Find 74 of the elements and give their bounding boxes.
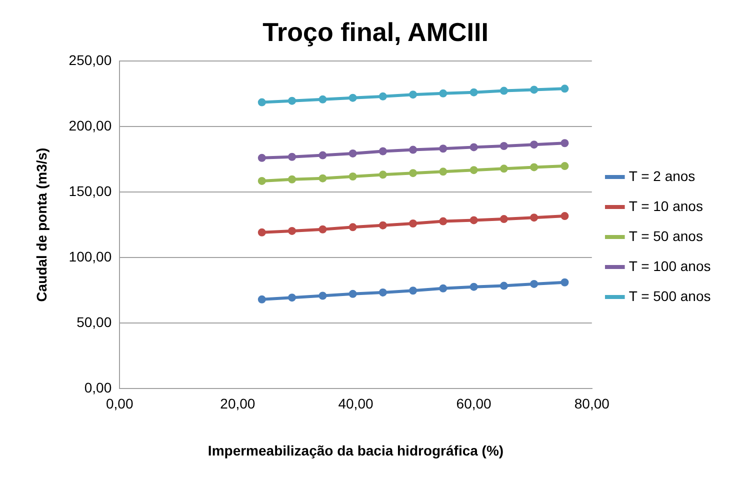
point	[348, 149, 357, 158]
x-tick-label: 20,00	[220, 396, 256, 412]
point	[258, 154, 266, 162]
point	[530, 140, 538, 149]
point	[258, 228, 266, 236]
point	[288, 226, 296, 235]
point	[470, 282, 478, 291]
point	[530, 214, 538, 222]
point	[560, 84, 569, 93]
point	[439, 284, 448, 292]
point	[378, 170, 387, 179]
legend-label: T = 100 anos	[628, 258, 711, 274]
point	[560, 139, 569, 148]
point	[470, 143, 478, 152]
point	[378, 92, 387, 100]
point	[439, 144, 448, 153]
point	[530, 280, 538, 288]
point	[258, 176, 266, 185]
point	[288, 294, 296, 302]
point	[318, 225, 327, 234]
y-tick-label: 50,00	[76, 314, 112, 330]
chart-title: Troço final, AMCIII	[262, 16, 488, 47]
legend-label: T = 2 anos	[628, 168, 696, 184]
x-tick-label: 60,00	[456, 396, 492, 412]
point	[500, 215, 508, 224]
y-tick-label: 100,00	[68, 248, 112, 264]
point	[530, 163, 538, 172]
point	[409, 169, 418, 178]
point	[439, 168, 448, 176]
point	[560, 278, 569, 286]
point	[560, 212, 569, 220]
point	[500, 142, 508, 150]
legend-label: T = 50 anos	[628, 228, 703, 244]
x-tick-label: 0,00	[106, 396, 134, 412]
y-tick-label: 150,00	[68, 182, 112, 199]
point	[409, 219, 418, 228]
legend-label: T = 10 anos	[628, 198, 703, 214]
point	[439, 89, 448, 98]
point	[318, 95, 327, 104]
point	[378, 147, 387, 156]
point	[500, 86, 508, 95]
point	[348, 94, 357, 102]
point	[288, 96, 296, 105]
point	[530, 86, 538, 94]
point	[409, 90, 418, 99]
y-tick-label: 200,00	[68, 118, 112, 134]
point	[500, 282, 508, 290]
point	[348, 223, 357, 232]
y-axis-title: Caudal de ponta (m3/s)	[33, 148, 50, 302]
point	[378, 288, 387, 296]
point	[348, 172, 357, 181]
point	[409, 146, 418, 154]
y-tick-label: 0,00	[84, 379, 112, 396]
point	[258, 98, 266, 106]
point	[318, 151, 327, 160]
point	[288, 152, 296, 161]
point	[409, 286, 418, 295]
legend-label: T = 500 anos	[628, 288, 711, 304]
x-axis-title: Impermeabilização da bacia hidrográfica (%)	[208, 442, 504, 458]
point	[378, 221, 387, 230]
point	[470, 88, 478, 96]
point	[500, 164, 508, 173]
x-tick-label: 40,00	[338, 396, 374, 412]
point	[348, 290, 357, 298]
point	[318, 174, 327, 182]
point	[318, 292, 327, 300]
y-tick-label: 250,00	[68, 52, 112, 68]
point	[439, 217, 448, 226]
point	[470, 216, 478, 224]
point	[288, 175, 296, 184]
x-tick-label: 80,00	[574, 396, 610, 412]
point	[560, 162, 569, 170]
point	[258, 295, 266, 304]
point	[470, 166, 478, 174]
